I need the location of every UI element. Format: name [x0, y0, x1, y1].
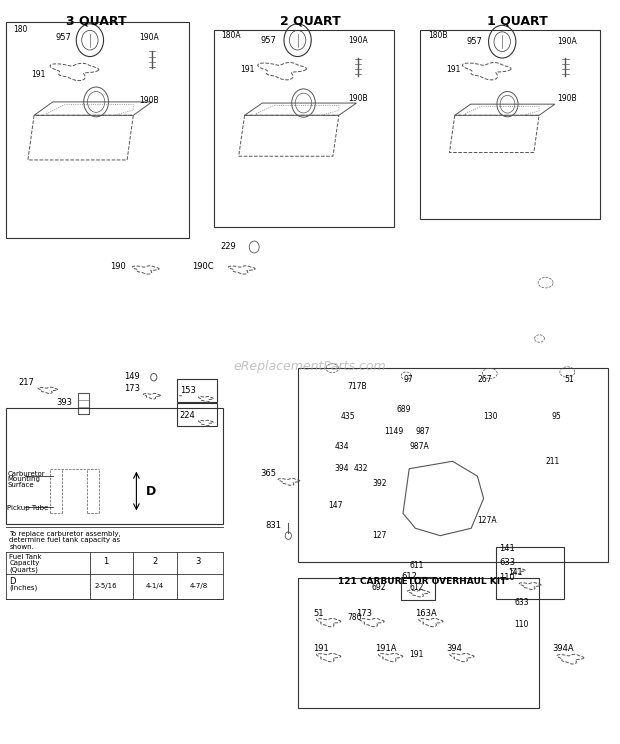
Text: 190A: 190A: [557, 37, 577, 46]
Text: 4-7/8: 4-7/8: [189, 583, 208, 589]
Text: 190B: 190B: [140, 96, 159, 105]
Text: 121 CARBURETOR OVERHAUL KIT: 121 CARBURETOR OVERHAUL KIT: [338, 577, 507, 586]
Text: 190: 190: [110, 263, 126, 272]
Text: 153: 153: [180, 386, 196, 395]
Text: 1: 1: [103, 557, 108, 566]
Text: 229: 229: [220, 243, 236, 251]
Text: To replace carburetor assembly,: To replace carburetor assembly,: [9, 530, 121, 536]
Bar: [214, 30, 394, 227]
Text: 211: 211: [546, 457, 560, 466]
Text: 163A: 163A: [415, 609, 437, 618]
Text: 180A: 180A: [221, 31, 241, 40]
Text: 780: 780: [347, 613, 361, 622]
Text: 173: 173: [356, 609, 373, 618]
Text: 141: 141: [499, 544, 515, 553]
Text: 51: 51: [564, 375, 574, 384]
Text: 957: 957: [260, 36, 277, 45]
Text: 191: 191: [313, 644, 329, 653]
Text: 110: 110: [499, 574, 515, 583]
Text: 51: 51: [313, 609, 324, 618]
Text: 190C: 190C: [192, 263, 214, 272]
Text: 190B: 190B: [348, 94, 368, 103]
Text: 434: 434: [335, 442, 350, 451]
Text: 611: 611: [409, 561, 423, 570]
Text: 4-1/4: 4-1/4: [146, 583, 164, 589]
Text: 173: 173: [124, 384, 140, 393]
Text: (Inches): (Inches): [9, 585, 38, 591]
Text: 217: 217: [19, 379, 35, 388]
Text: 432: 432: [353, 464, 368, 473]
Bar: [6, 408, 223, 524]
Text: 394: 394: [335, 464, 350, 473]
Bar: [6, 22, 189, 238]
Text: 267: 267: [477, 375, 492, 384]
Text: 130: 130: [484, 412, 498, 421]
Text: 191A: 191A: [375, 644, 397, 653]
Text: shown.: shown.: [9, 544, 34, 550]
Bar: [177, 403, 217, 426]
Text: 393: 393: [56, 398, 72, 407]
Bar: [177, 379, 217, 402]
Text: 633: 633: [515, 598, 529, 607]
Text: Mounting: Mounting: [7, 476, 40, 482]
Text: 3 QUART: 3 QUART: [66, 14, 126, 28]
Text: eReplacementParts.com: eReplacementParts.com: [234, 359, 386, 373]
Text: 612: 612: [409, 583, 423, 592]
Text: Pickup Tube: Pickup Tube: [7, 505, 49, 511]
Text: determine fuel tank capacity as: determine fuel tank capacity as: [9, 537, 120, 543]
Text: D: D: [9, 577, 16, 586]
Text: D: D: [146, 484, 156, 498]
Text: 612: 612: [402, 572, 418, 581]
Text: 365: 365: [260, 469, 277, 478]
Bar: [298, 368, 608, 562]
Text: 191: 191: [446, 65, 461, 74]
Text: 95: 95: [552, 412, 562, 421]
Text: 987: 987: [415, 427, 430, 436]
Text: 191: 191: [409, 650, 423, 659]
Text: 831: 831: [265, 522, 281, 530]
Text: 633: 633: [499, 559, 515, 568]
Text: 987A: 987A: [409, 442, 429, 451]
Text: 190A: 190A: [140, 33, 159, 42]
Text: Surface: Surface: [7, 481, 34, 487]
Text: 2: 2: [153, 557, 157, 566]
Bar: [401, 577, 435, 600]
Text: 392: 392: [372, 479, 386, 488]
Bar: [420, 30, 600, 219]
Text: Carburetor: Carburetor: [7, 471, 45, 477]
Text: 224: 224: [180, 411, 195, 420]
Text: 435: 435: [341, 412, 356, 421]
Text: 141: 141: [508, 568, 523, 577]
Text: 110: 110: [515, 620, 529, 629]
Text: 127A: 127A: [477, 516, 497, 525]
Text: 180: 180: [14, 25, 28, 34]
Text: 394A: 394A: [552, 644, 574, 653]
Text: 127: 127: [372, 531, 386, 540]
Text: 3: 3: [196, 557, 201, 566]
Text: 97: 97: [403, 375, 413, 384]
Text: 180B: 180B: [428, 31, 447, 40]
Text: 957: 957: [466, 37, 482, 46]
Text: 2-5/16: 2-5/16: [94, 583, 117, 589]
Text: 190A: 190A: [348, 36, 368, 45]
Text: 1 QUART: 1 QUART: [487, 14, 548, 28]
Text: 692: 692: [372, 583, 386, 592]
Text: 2 QUART: 2 QUART: [280, 14, 340, 28]
Text: 149: 149: [124, 373, 140, 382]
Text: 191: 191: [31, 70, 45, 79]
Text: (Quarts): (Quarts): [9, 566, 38, 573]
Bar: [78, 393, 89, 414]
Text: 957: 957: [56, 33, 72, 42]
Text: 689: 689: [397, 405, 411, 414]
Bar: [496, 547, 564, 599]
Text: 717B: 717B: [347, 382, 367, 391]
Text: 394: 394: [446, 644, 463, 653]
Text: Fuel Tank: Fuel Tank: [9, 554, 42, 560]
Bar: [298, 578, 539, 708]
Text: 1149: 1149: [384, 427, 404, 436]
Text: 190B: 190B: [557, 94, 577, 103]
Text: 147: 147: [329, 501, 343, 510]
Text: 191: 191: [241, 65, 255, 74]
Text: Capacity: Capacity: [9, 560, 40, 566]
